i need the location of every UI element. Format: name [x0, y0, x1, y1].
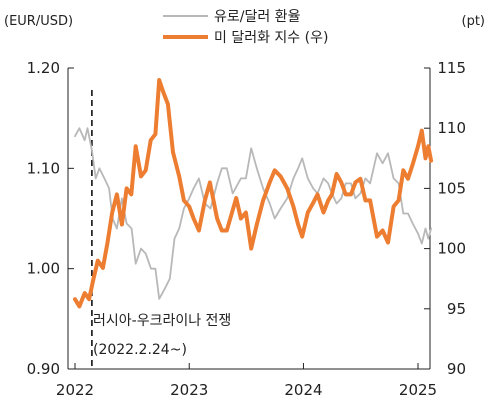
right-tick-label: 110: [437, 119, 466, 137]
series-line-eurusd: [74, 127, 433, 300]
series-line-dxy: [73, 78, 434, 309]
annotation-line2: (2022.2.24~): [93, 342, 187, 358]
left-tick-label: 0.90: [27, 360, 60, 378]
x-tick-label: 2023: [170, 381, 208, 399]
legend-label-eurusd: 유로/달러 환율: [214, 9, 301, 25]
legend: 유로/달러 환율 미 달러화 지수 (우): [163, 9, 328, 46]
annotation-line1: 러시아-우크라이나 전쟁: [93, 313, 231, 329]
right-axis-unit: (pt): [462, 14, 486, 29]
legend-label-dxy: 미 달러화 지수 (우): [214, 30, 328, 46]
series-layer: [73, 78, 434, 309]
left-axis-ticks: 1.20 1.10 1.00 0.90: [27, 59, 74, 378]
right-tick-label: 115: [437, 59, 466, 77]
left-axis-unit: (EUR/USD): [4, 14, 73, 29]
right-tick-label: 95: [447, 300, 466, 318]
x-tick-label: 2022: [56, 381, 94, 399]
x-axis-ticks: 2022 2023 2024 2025: [56, 363, 437, 399]
x-tick-label: 2024: [284, 381, 322, 399]
right-tick-label: 90: [447, 360, 466, 378]
left-tick-label: 1.00: [27, 260, 60, 278]
left-tick-label: 1.10: [27, 159, 60, 177]
plot-frame: [67, 68, 431, 370]
left-tick-label: 1.20: [27, 59, 60, 77]
right-axis-ticks: 115 110 105 100 95 90: [424, 59, 466, 378]
x-tick-label: 2025: [399, 381, 437, 399]
right-tick-label: 105: [437, 179, 466, 197]
right-tick-label: 100: [437, 240, 466, 258]
